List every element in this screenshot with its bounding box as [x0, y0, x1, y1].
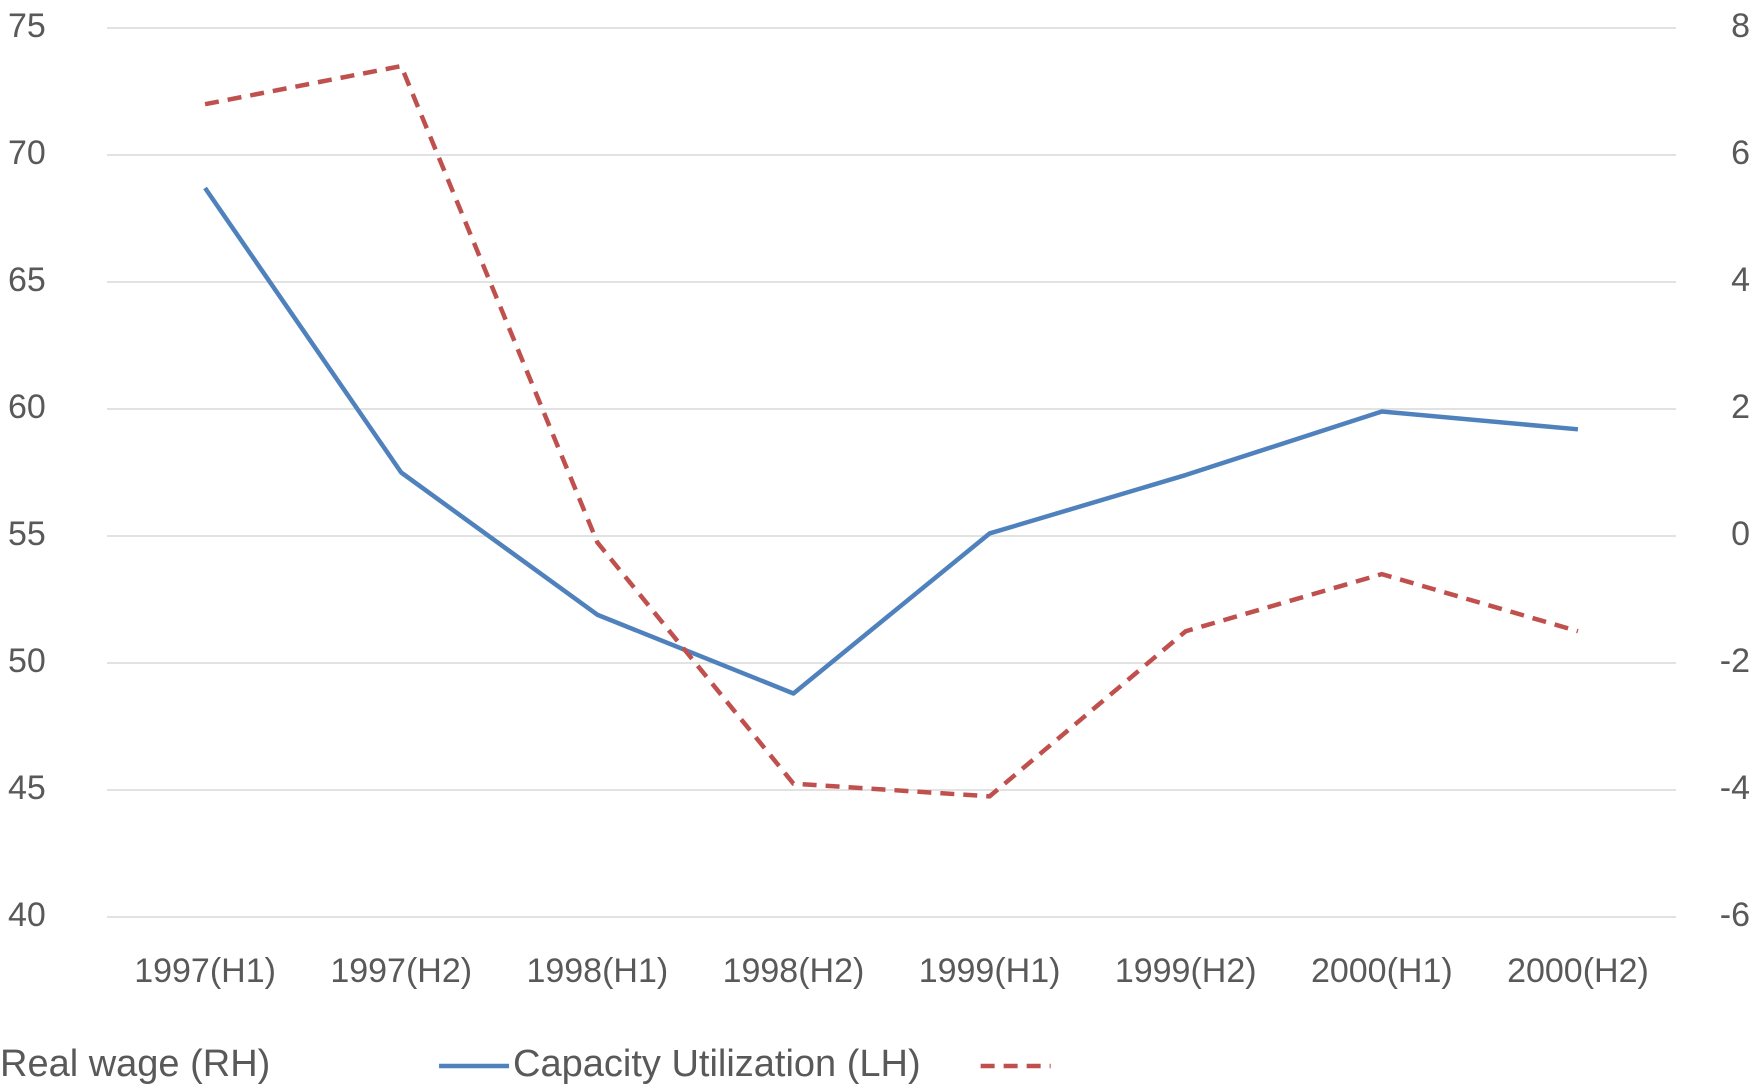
x-tick-label: 1999(H2)	[1115, 952, 1257, 990]
y2-tick-label: 8	[1731, 7, 1750, 45]
y2-tick-label: 6	[1731, 134, 1750, 172]
y2-tick-label: -2	[1720, 642, 1750, 680]
x-tick-label: 1997(H1)	[134, 952, 276, 990]
y-tick-label: 50	[8, 642, 46, 680]
y-tick-label: 65	[8, 261, 46, 299]
x-tick-label: 1999(H1)	[919, 952, 1061, 990]
y-tick-label: 55	[8, 515, 46, 553]
x-tick-label: 1998(H2)	[723, 952, 865, 990]
y2-tick-label: 0	[1731, 515, 1750, 553]
x-tick-label: 2000(H1)	[1311, 952, 1453, 990]
y-tick-label: 45	[8, 769, 46, 807]
x-tick-label: 2000(H2)	[1507, 952, 1649, 990]
y2-tick-label: -6	[1720, 896, 1750, 934]
y-tick-label: 60	[8, 388, 46, 426]
y2-tick-label: 2	[1731, 388, 1750, 426]
x-tick-label: 1997(H2)	[330, 952, 472, 990]
y2-tick-label: -4	[1720, 769, 1750, 807]
y-tick-label: 70	[8, 134, 46, 172]
legend-label: Capacity Utilization (LH)	[513, 1043, 921, 1085]
legend: Real wage (RH) Capacity Utilization (LH)	[0, 1043, 1051, 1085]
series-line	[203, 186, 1579, 696]
y2-tick-label: 4	[1731, 261, 1750, 299]
x-tick-label: 1998(H1)	[526, 952, 668, 990]
series-line	[204, 63, 1579, 799]
y-tick-label: 40	[8, 896, 46, 934]
y-tick-label: 75	[8, 7, 46, 45]
legend-label: Real wage (RH)	[0, 1043, 270, 1085]
